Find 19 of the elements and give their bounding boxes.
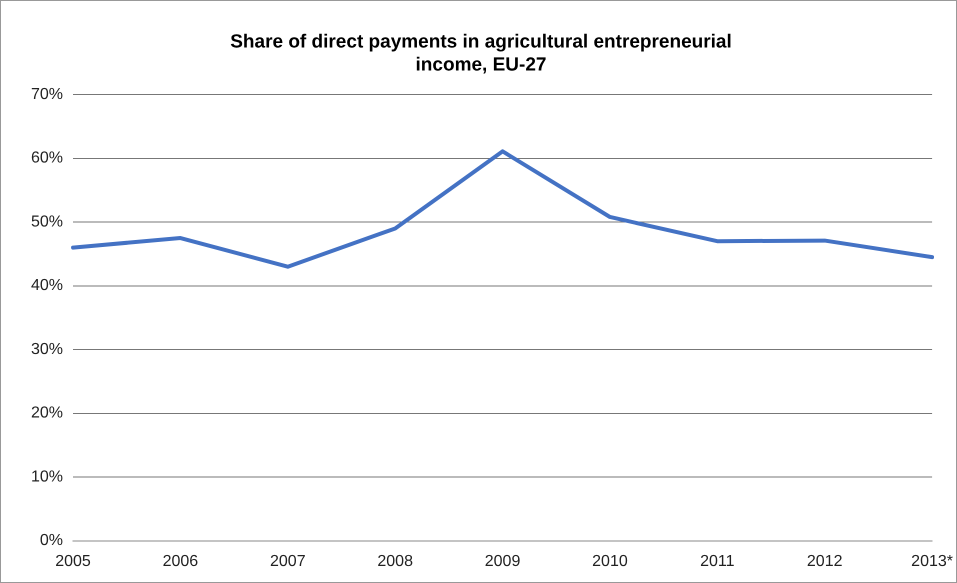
y-tick-label: 30% (30, 340, 64, 358)
x-tick-label: 2011 (700, 552, 735, 570)
x-tick-label: 2009 (484, 552, 520, 570)
y-tick-label: 10% (30, 468, 64, 486)
x-tick-label: 2010 (592, 552, 628, 570)
y-tick-label: 40% (30, 277, 64, 294)
x-tick-label: 2006 (162, 552, 198, 570)
text: Share of direct payments in agricultural entrepreneurial (230, 32, 732, 53)
x-tick-label: 2012 (806, 552, 843, 570)
x-tick-label: 2007 (270, 552, 306, 570)
y-tick-label: 60% (30, 150, 64, 167)
y-tick-label: 50% (30, 213, 64, 230)
text: income, EU-27 (416, 54, 546, 76)
x-tick-label: 2005 (55, 552, 91, 570)
y-tick-label: 0% (40, 532, 64, 550)
y-tick-label: 70% (30, 86, 64, 104)
x-tick-label: 2008 (377, 552, 414, 570)
y-tick-label: 20% (30, 404, 64, 422)
x-tick-label: 2013* (911, 552, 954, 570)
